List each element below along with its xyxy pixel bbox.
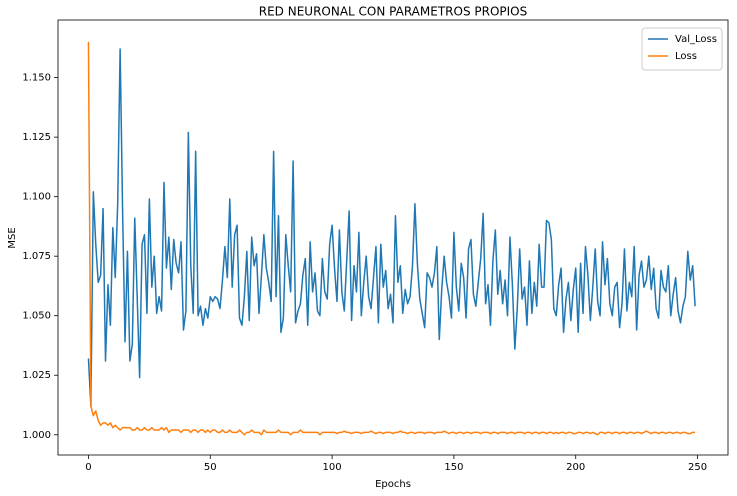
plot-frame <box>57 19 729 456</box>
y-tick-label: 1.150 <box>22 73 51 84</box>
legend-label: Loss <box>675 51 697 62</box>
x-tick-label: 0 <box>85 462 91 473</box>
y-axis-label: MSE <box>7 227 18 248</box>
y-tick-label: 1.075 <box>22 251 51 262</box>
y-tick-label: 1.000 <box>22 430 51 441</box>
x-tick-label: 100 <box>323 462 342 473</box>
y-tick-label: 1.050 <box>22 311 51 322</box>
y-tick-label: 1.025 <box>22 370 51 381</box>
series-line <box>87 41 696 436</box>
x-tick-label: 250 <box>688 462 707 473</box>
y-tick-label: 1.125 <box>22 132 51 143</box>
x-tick-label: 150 <box>444 462 463 473</box>
legend-label: Val_Loss <box>675 34 717 45</box>
x-axis-label: Epochs <box>375 479 411 490</box>
x-tick-label: 200 <box>566 462 585 473</box>
chart-title: RED NEURONAL CON PARAMETROS PROPIOS <box>259 5 527 19</box>
series-line <box>87 48 696 407</box>
x-tick-label: 50 <box>204 462 217 473</box>
y-tick-label: 1.100 <box>22 192 51 203</box>
